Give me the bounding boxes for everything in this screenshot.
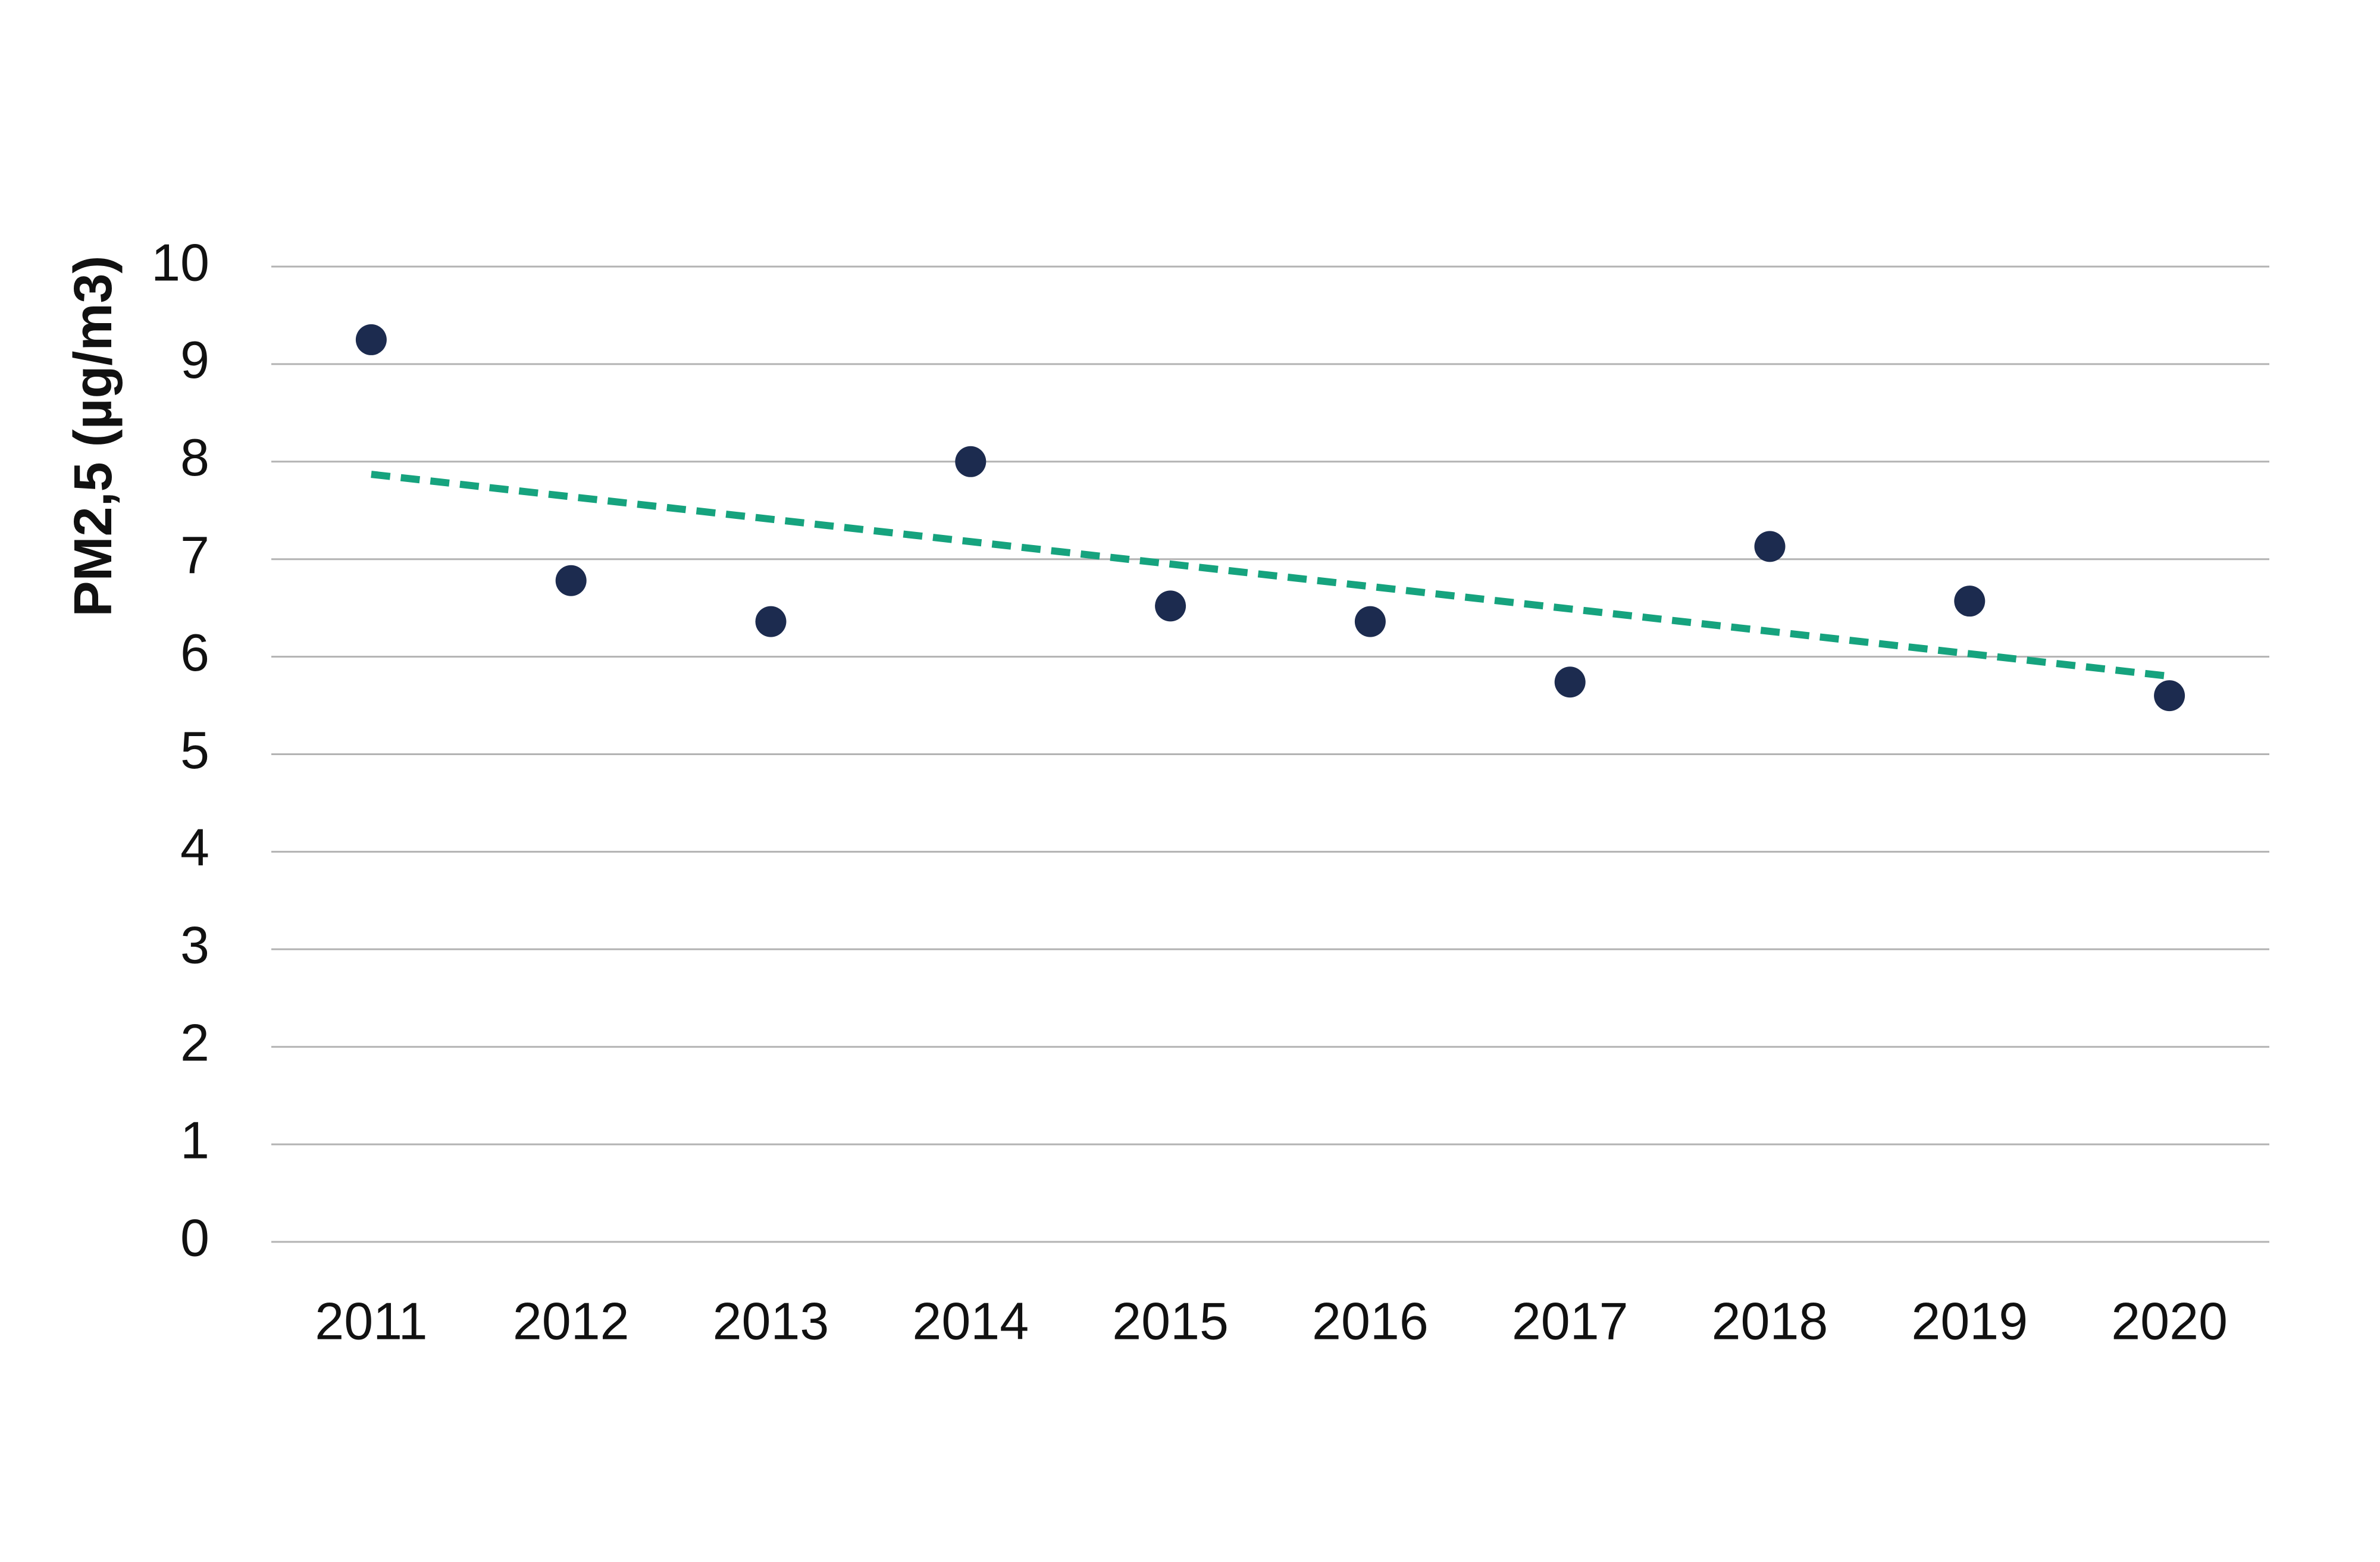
x-tick-label: 2020 <box>2111 1291 2228 1350</box>
y-tick-label: 1 <box>180 1110 209 1169</box>
trend-line <box>371 471 2170 680</box>
x-tick-label: 2015 <box>1112 1291 1229 1350</box>
x-tick-label: 2011 <box>315 1291 427 1350</box>
x-tick-label: 2013 <box>713 1291 829 1350</box>
y-tick-label: 7 <box>180 525 209 584</box>
y-tick-label: 10 <box>151 233 209 292</box>
x-tick-label: 2017 <box>1512 1291 1629 1350</box>
y-tick-label: 0 <box>180 1208 209 1267</box>
data-point <box>1754 531 1786 562</box>
data-point <box>555 565 587 596</box>
y-tick-label: 9 <box>180 330 209 389</box>
data-point <box>1954 586 1986 617</box>
y-axis-title: PM2,5 (µg/m3) <box>64 256 123 617</box>
data-point <box>1554 666 1586 698</box>
x-tick-label: 2019 <box>1911 1291 2028 1350</box>
data-point <box>1354 606 1386 637</box>
data-point <box>355 324 387 355</box>
y-tick-label: 5 <box>180 721 209 780</box>
y-tick-label: 2 <box>180 1013 209 1072</box>
x-tick-label: 2018 <box>1712 1291 1828 1350</box>
data-point <box>1155 590 1186 622</box>
x-tick-label: 2012 <box>513 1291 630 1350</box>
data-point <box>955 446 987 477</box>
x-tick-label: 2014 <box>912 1291 1029 1350</box>
y-tick-label: 3 <box>180 916 209 975</box>
data-point <box>2154 680 2185 712</box>
y-tick-label: 6 <box>180 623 209 682</box>
y-tick-label: 4 <box>180 818 209 877</box>
x-tick-label: 2016 <box>1312 1291 1429 1350</box>
y-tick-label: 8 <box>180 428 209 487</box>
data-point <box>755 606 787 637</box>
